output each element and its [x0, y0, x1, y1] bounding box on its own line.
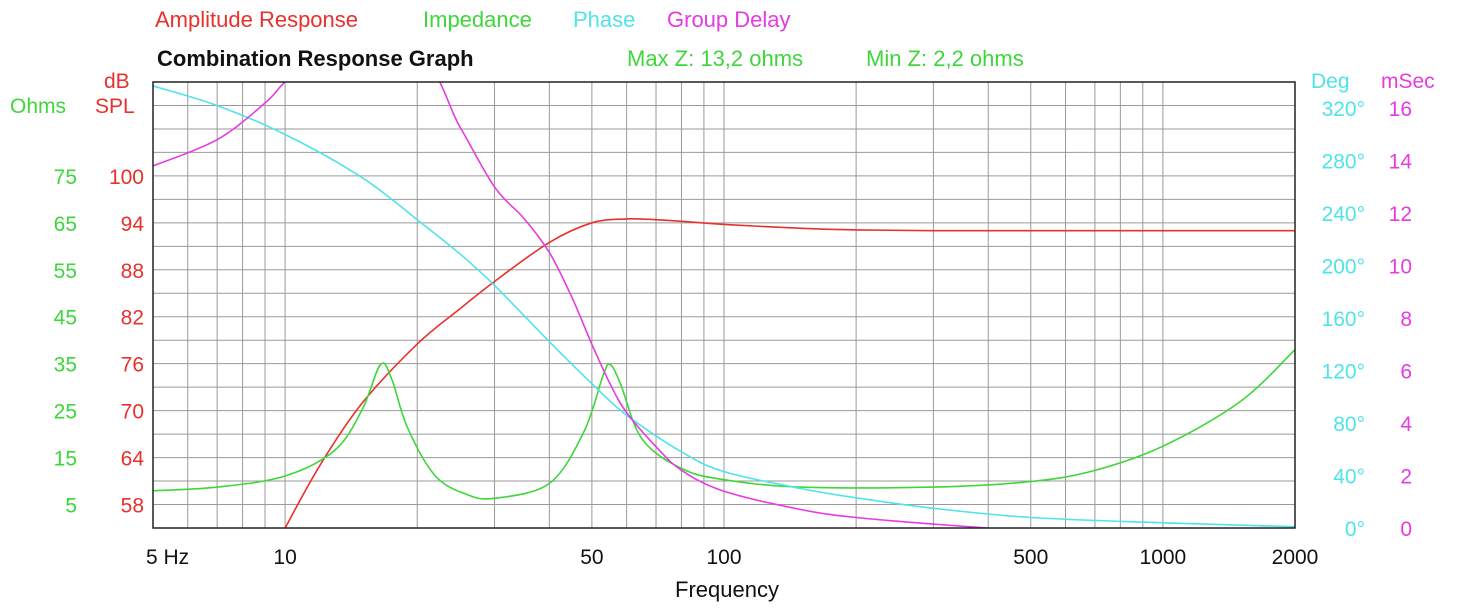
group-delay-line — [153, 82, 989, 528]
impedance-line — [153, 349, 1295, 500]
axis-title-frequency: Frequency — [675, 577, 779, 602]
ohms-tick-label: 5 — [65, 495, 77, 518]
legend-group-delay: Group Delay — [667, 7, 791, 32]
msec-tick-label: 2 — [1400, 466, 1412, 489]
min-z-label: Min Z: 2,2 ohms — [866, 46, 1024, 71]
msec-tick-label: 12 — [1389, 203, 1412, 226]
x-tick-label: 1000 — [1140, 546, 1187, 569]
db-tick-label: 94 — [121, 213, 145, 236]
axis-title-deg: Deg — [1311, 70, 1350, 93]
axis-title-db: dB — [104, 70, 130, 93]
deg-tick-label: 320° — [1322, 98, 1365, 121]
deg-tick-label: 40° — [1333, 466, 1365, 489]
legend-amplitude: Amplitude Response — [155, 7, 358, 32]
msec-tick-label: 16 — [1389, 98, 1412, 121]
msec-tick-label: 6 — [1400, 361, 1412, 384]
msec-tick-label: 0 — [1400, 518, 1412, 541]
gridlines — [153, 82, 1295, 528]
deg-tick-label: 0° — [1345, 518, 1365, 541]
plot-frame — [152, 81, 1296, 529]
x-tick-label: 5 Hz — [146, 546, 189, 569]
deg-tick-label: 280° — [1322, 151, 1365, 174]
msec-tick-label: 4 — [1400, 413, 1412, 436]
chart-title: Combination Response Graph — [157, 46, 474, 71]
msec-tick-label: 14 — [1389, 151, 1413, 174]
ohms-tick-label: 15 — [54, 448, 77, 471]
ohms-tick-label: 75 — [54, 166, 77, 189]
axis-title-msec: mSec — [1381, 70, 1435, 93]
db-tick-label: 88 — [121, 260, 144, 283]
db-tick-label: 76 — [121, 354, 144, 377]
ohms-tick-label: 55 — [54, 260, 77, 283]
deg-tick-label: 160° — [1322, 308, 1365, 331]
ohms-tick-label: 25 — [54, 401, 77, 424]
db-tick-label: 100 — [109, 166, 144, 189]
x-tick-label: 2000 — [1272, 546, 1319, 569]
series-lines — [153, 82, 1295, 528]
deg-tick-label: 200° — [1322, 256, 1365, 279]
deg-tick-label: 80° — [1333, 413, 1365, 436]
ohms-tick-label: 35 — [54, 354, 77, 377]
amplitude-response-line — [284, 217, 1295, 528]
db-tick-label: 64 — [121, 448, 145, 471]
db-tick-label: 70 — [121, 401, 144, 424]
x-tick-label: 50 — [580, 546, 603, 569]
axis-title-spl: SPL — [95, 95, 135, 118]
ohms-tick-label: 65 — [54, 213, 77, 236]
legend-phase: Phase — [573, 7, 635, 32]
msec-tick-label: 8 — [1400, 308, 1412, 331]
legend-impedance: Impedance — [423, 7, 532, 32]
x-tick-label: 10 — [273, 546, 296, 569]
db-tick-label: 82 — [121, 307, 144, 330]
msec-tick-label: 10 — [1389, 256, 1412, 279]
x-tick-label: 500 — [1013, 546, 1048, 569]
db-tick-label: 58 — [121, 495, 144, 518]
axis-title-ohms: Ohms — [10, 95, 66, 118]
deg-tick-label: 240° — [1322, 203, 1365, 226]
ohms-tick-label: 45 — [54, 307, 77, 330]
max-z-label: Max Z: 13,2 ohms — [627, 46, 803, 71]
deg-tick-label: 120° — [1322, 361, 1365, 384]
x-tick-label: 100 — [706, 546, 741, 569]
tick-labels: 5 Hz 10 50 100 500 1000 2000100759465885582457… — [54, 98, 1413, 569]
phase-line — [153, 85, 1295, 528]
